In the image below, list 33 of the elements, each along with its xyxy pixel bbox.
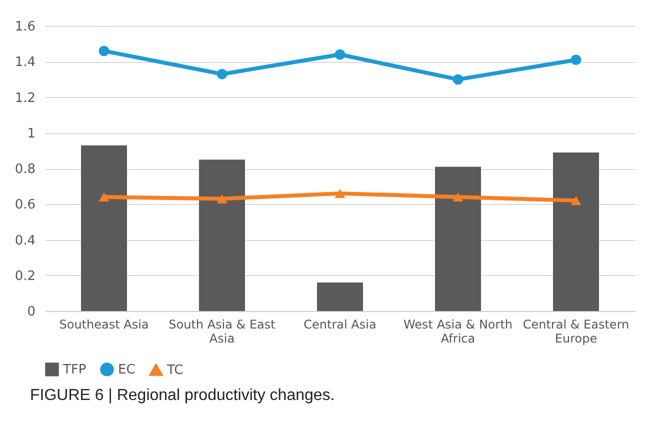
- point: [98, 192, 110, 202]
- bar: [553, 152, 599, 311]
- y-tick-label: 0.8: [14, 162, 36, 177]
- y-tick-label: 0: [27, 304, 36, 320]
- x-tick-label: Southeast Asia: [59, 318, 149, 332]
- point: [452, 192, 464, 202]
- point: [452, 74, 464, 85]
- point: [570, 196, 582, 206]
- point: [334, 188, 346, 198]
- bar: [435, 166, 481, 311]
- legend-label: TC: [166, 362, 184, 378]
- y-tick-label: 0.4: [14, 233, 36, 248]
- point: [98, 46, 110, 56]
- y-tick-label: 1.2: [14, 90, 36, 106]
- y-tick-label: 1: [27, 126, 36, 142]
- x-tick-label: West Asia & North Africa: [403, 318, 513, 346]
- bar: [81, 145, 127, 311]
- y-tick-label: 0.6: [14, 198, 36, 213]
- y-tick-label: 0.2: [14, 268, 36, 284]
- legend-label: EC: [118, 362, 136, 378]
- x-tick-label: Central & Eastern Europe: [522, 318, 630, 346]
- point: [216, 68, 228, 80]
- y-tick-label: 1.4: [14, 55, 36, 70]
- bar: [317, 282, 363, 311]
- point: [570, 54, 582, 66]
- x-tick-label: South Asia & East Asia: [168, 318, 276, 346]
- bar: [199, 160, 245, 311]
- caption: FIGURE 6 | Regional productivity changes.: [30, 387, 336, 405]
- point: [334, 49, 346, 60]
- y-tick-label: 1.6: [14, 20, 36, 34]
- x-tick-label: Central Asia: [304, 318, 376, 332]
- legend-label: TFP: [62, 362, 86, 378]
- point: [216, 194, 228, 204]
